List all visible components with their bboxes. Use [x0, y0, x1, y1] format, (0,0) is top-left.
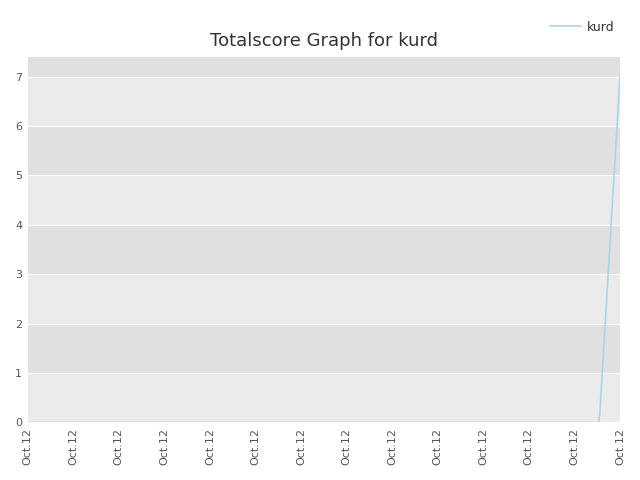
Bar	[28, 126, 620, 175]
Bar	[28, 274, 620, 324]
kurd	[344, 420, 352, 425]
Bar	[28, 225, 620, 274]
kurd	[376, 420, 384, 425]
kurd	[602, 312, 609, 317]
Bar	[28, 57, 620, 77]
Bar	[28, 373, 620, 422]
Line: kurd: kurd	[28, 77, 620, 422]
kurd	[24, 420, 31, 425]
Bar	[28, 324, 620, 373]
kurd	[308, 420, 316, 425]
Title: Totalscore Graph for kurd: Totalscore Graph for kurd	[210, 32, 438, 50]
Bar	[28, 77, 620, 126]
kurd	[616, 74, 624, 80]
kurd	[305, 420, 313, 425]
Bar	[28, 175, 620, 225]
kurd	[509, 420, 517, 425]
Legend: kurd: kurd	[545, 15, 620, 38]
